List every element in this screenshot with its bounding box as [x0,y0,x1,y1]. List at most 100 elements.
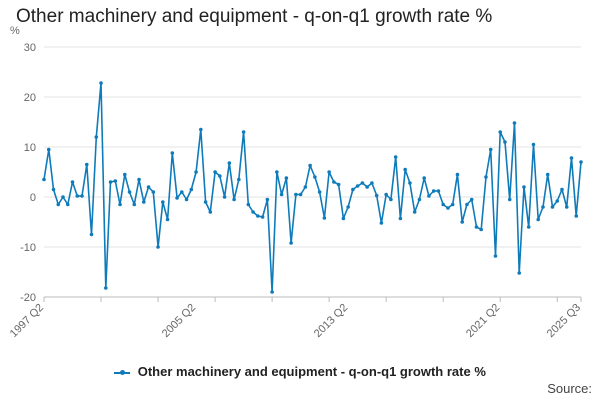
data-point [80,194,84,198]
data-point [303,185,308,189]
data-point [279,192,284,197]
y-tick-label: -10 [20,242,36,254]
data-point [284,176,289,180]
data-point [161,200,165,204]
data-point [507,197,512,202]
data-point [360,181,365,185]
data-point [469,197,474,202]
data-point [579,160,583,164]
data-point [384,192,388,197]
data-point [70,180,75,184]
data-point [203,200,208,204]
data-point [332,180,336,184]
data-point [431,189,436,193]
data-point [289,241,293,245]
data-point [270,290,274,294]
data-point [550,205,555,209]
data-point [484,175,488,179]
source-label: Source: [547,381,592,396]
data-point [165,217,170,222]
data-point [51,187,56,192]
data-point [408,181,412,185]
x-tick-label: 2013 Q2 [312,302,350,340]
data-point [517,271,522,275]
data-point [412,210,417,214]
x-tick-label: 2021 Q2 [464,302,502,340]
data-point [94,135,99,139]
data-point [199,127,203,132]
series-layer [42,81,583,294]
y-tick-label: -20 [20,292,36,304]
data-point [127,190,132,194]
data-point [370,181,374,185]
data-point [569,156,574,160]
data-point [351,187,355,192]
y-tick-label: 30 [24,42,36,54]
x-tick-label: 2025 Q3 [545,302,583,340]
data-point [241,130,246,134]
y-tick-label: 10 [24,142,36,154]
data-point [536,217,541,222]
data-point [365,185,369,189]
data-point [541,205,545,209]
data-point [251,210,255,214]
data-point [227,161,232,165]
data-point [308,163,312,168]
data-point [355,184,360,188]
data-point [141,200,146,204]
data-point [555,199,560,203]
data-point [317,190,322,194]
y-axis-label: % [10,25,20,37]
chart-title: Other machinery and equipment - q-on-q1 … [16,6,493,27]
data-point [213,170,217,174]
data-point [560,187,564,192]
data-point [103,286,108,290]
data-point [99,81,103,85]
data-point [564,205,569,209]
data-point [327,170,331,174]
data-point [146,185,151,189]
data-point [246,202,251,207]
data-point [56,202,61,207]
data-point [545,172,550,177]
data-point [170,151,175,155]
data-point [493,254,498,258]
legend-key [114,368,131,378]
data-point [218,174,222,178]
data-point [441,202,445,207]
data-point [75,194,80,198]
y-tick-label: 0 [30,192,36,204]
data-point [346,205,350,209]
data-point [526,225,531,229]
data-point [260,215,265,219]
data-point [393,155,398,159]
data-point [298,192,303,197]
data-point [194,170,198,174]
data-point [132,202,137,207]
data-point [531,142,536,147]
data-point [417,197,422,202]
legend: Other machinery and equipment - q-on-q1 … [0,364,600,379]
data-point [46,147,51,152]
data-point [151,190,156,194]
data-point [488,147,493,152]
data-point [403,167,407,172]
x-tick-label: 2005 Q2 [160,302,198,340]
data-point [65,202,70,207]
data-point [237,177,241,182]
data-point [398,216,403,221]
data-point [379,221,384,225]
data-point [389,197,393,202]
data-point [341,216,346,221]
data-point [184,197,189,202]
data-point [265,197,270,202]
y-tick-label: 20 [24,92,36,104]
data-point [474,225,479,229]
data-point [374,193,379,198]
data-point [256,214,260,218]
data-point [460,220,464,224]
data-point [122,172,127,177]
data-point [189,187,194,192]
data-point [113,179,118,183]
